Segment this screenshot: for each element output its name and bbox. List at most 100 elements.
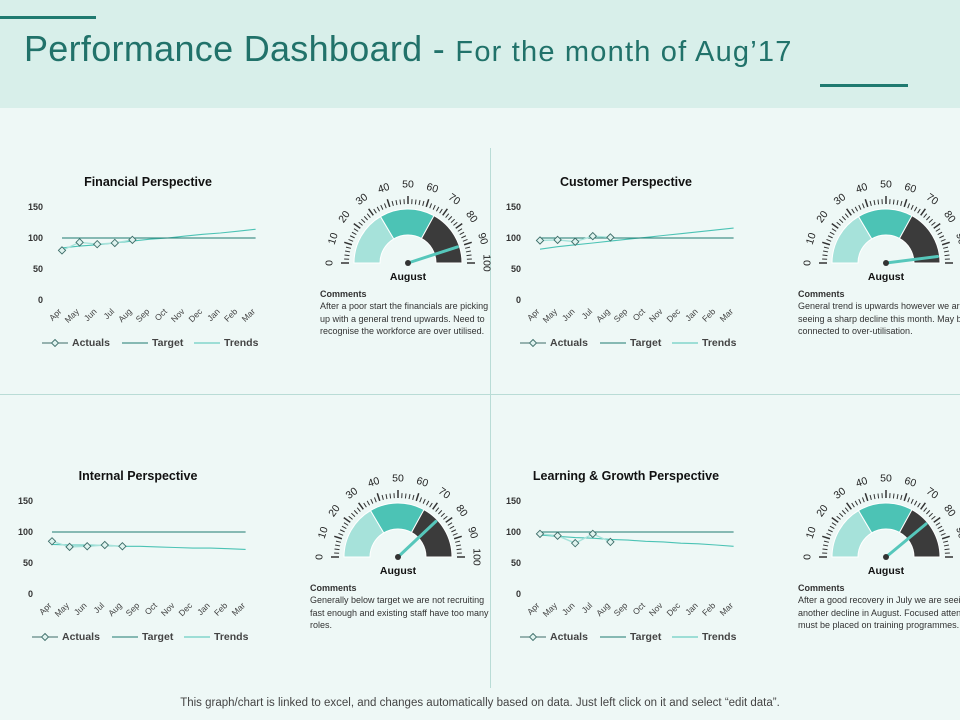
- gauge-tick-mark: [900, 200, 903, 206]
- gauge-tick-mark: [335, 540, 341, 543]
- x-tick-label: May: [63, 306, 82, 325]
- gauge-tick-mark: [913, 500, 918, 506]
- gauge-tick-mark: [451, 529, 457, 533]
- gauge-tick-mark: [432, 502, 438, 510]
- gauge-tick-mark: [463, 241, 472, 246]
- gauge-needle: [406, 245, 459, 265]
- gauge-tick-mark: [937, 525, 943, 530]
- x-tick-label: Oct: [631, 600, 648, 617]
- gauge-tick-mark: [345, 246, 351, 249]
- gauge-tick-mark: [864, 493, 869, 502]
- chart-title: Financial Perspective: [84, 175, 212, 189]
- gauge-tick-label: 70: [924, 485, 941, 502]
- gauge-tick-mark: [455, 544, 461, 547]
- gauge-tick-mark: [344, 241, 353, 246]
- gauge-tick-mark: [822, 535, 831, 540]
- gauge-tick-mark: [338, 532, 344, 536]
- gauge-tick-mark: [435, 507, 440, 512]
- gauge-tick-mark: [841, 216, 846, 221]
- x-tick-label: Jan: [683, 600, 700, 617]
- x-tick-label: Nov: [647, 306, 665, 324]
- gauge-tick-label: 90: [465, 525, 480, 540]
- gauge-tick-label: 30: [832, 485, 849, 502]
- x-tick-label: Mar: [240, 306, 258, 324]
- gauge-tick-label: 20: [814, 502, 831, 519]
- gauge-tick-mark: [926, 510, 931, 515]
- x-tick-label: Jun: [560, 600, 577, 617]
- y-tick-label: 100: [506, 233, 521, 243]
- comments-text: After a good recovery in July we are see…: [798, 595, 960, 631]
- gauge-tick-label: 20: [326, 502, 343, 519]
- legend-trends-label: Trends: [214, 631, 249, 643]
- x-tick-label: Oct: [143, 600, 160, 617]
- actuals-point: [75, 238, 84, 247]
- gauge-tick-mark: [846, 208, 852, 216]
- gauge-tick-mark: [376, 206, 381, 212]
- x-tick-label: Feb: [222, 306, 240, 324]
- gauge-tick-mark: [892, 199, 895, 205]
- header-accent-line-bottom: [820, 84, 908, 87]
- gauge-tick-mark: [348, 238, 354, 242]
- gauge-tick-label: 70: [446, 191, 463, 208]
- x-tick-label: Oct: [153, 306, 170, 323]
- actuals-point: [535, 529, 545, 539]
- y-tick-label: 0: [516, 295, 521, 305]
- gauge-tick-label: 70: [924, 191, 941, 208]
- gauge-tick-mark: [366, 500, 371, 506]
- gauge-tick-mark: [826, 532, 832, 536]
- gauge-tick-mark: [839, 512, 844, 517]
- gauge-hub: [883, 554, 889, 560]
- gauge-tick-label: 60: [425, 181, 440, 196]
- gauge-tick-label: 30: [354, 191, 371, 208]
- actuals-point: [553, 531, 562, 540]
- gauge-tick-label: 20: [814, 208, 831, 225]
- gauge-tick-label: 0: [314, 554, 326, 560]
- gauge-tick-mark: [943, 540, 949, 543]
- learning-growth-line-chart: Learning & Growth Perspective 150 100 50 0 Ap…: [506, 469, 737, 643]
- gauge-tick-mark: [920, 208, 926, 216]
- gauge-tick-label: 100: [959, 548, 960, 566]
- gauge-tick-mark: [448, 216, 453, 221]
- gauge-tick-mark: [395, 200, 398, 206]
- gauge-tick-mark: [415, 493, 420, 502]
- gauge-tick-mark: [831, 517, 839, 523]
- learning-growth-perspective-panel: Learning & Growth Perspective 150 100 50 0 Ap…: [502, 434, 960, 674]
- gauge-tick-mark: [827, 235, 833, 239]
- customer-comments: Comments General trend is upwards howeve…: [798, 288, 960, 338]
- y-tick-label: 150: [506, 202, 521, 212]
- x-tick-label: Jan: [205, 306, 222, 323]
- gauge-tick-label: 50: [880, 473, 892, 485]
- gauge-tick-mark: [896, 494, 899, 500]
- gauge-label: August: [868, 271, 905, 283]
- gauge-tick-mark: [935, 522, 941, 526]
- gauge-tick-mark: [435, 206, 440, 212]
- gauge-tick-label: 60: [903, 475, 918, 490]
- gauge-tick-mark: [844, 507, 849, 512]
- gauge-tick-mark: [900, 494, 903, 500]
- customer-perspective-panel: Customer Perspective 150 100 50 0 Apr May Jun Ju…: [502, 140, 960, 380]
- gauge-hub: [405, 260, 411, 266]
- gauge-tick-mark: [385, 494, 388, 500]
- comments-heading: Comments: [320, 289, 367, 299]
- gauge-tick-label: 100: [481, 254, 493, 272]
- gauge-tick-label: 70: [436, 485, 453, 502]
- gauge-tick-mark: [412, 494, 415, 500]
- legend-actuals-label: Actuals: [550, 631, 588, 643]
- gauge-tick-label: 20: [336, 208, 353, 225]
- x-tick-label: Jul: [579, 306, 594, 321]
- legend-trends-label: Trends: [224, 337, 259, 349]
- actuals-point: [82, 542, 92, 551]
- gauge-tick-mark: [459, 231, 465, 236]
- x-tick-label: Aug: [594, 600, 612, 618]
- x-tick-label: Jun: [560, 306, 577, 323]
- gauge-tick-mark: [453, 535, 462, 540]
- actuals-point: [535, 236, 545, 245]
- legend-actuals-label: Actuals: [62, 631, 100, 643]
- gauge-tick-mark: [836, 221, 841, 226]
- x-tick-label: Feb: [700, 600, 718, 618]
- gauge-tick-label: 40: [854, 475, 869, 490]
- gauge-tick-mark: [822, 241, 831, 246]
- gauge-tick-mark: [456, 548, 462, 551]
